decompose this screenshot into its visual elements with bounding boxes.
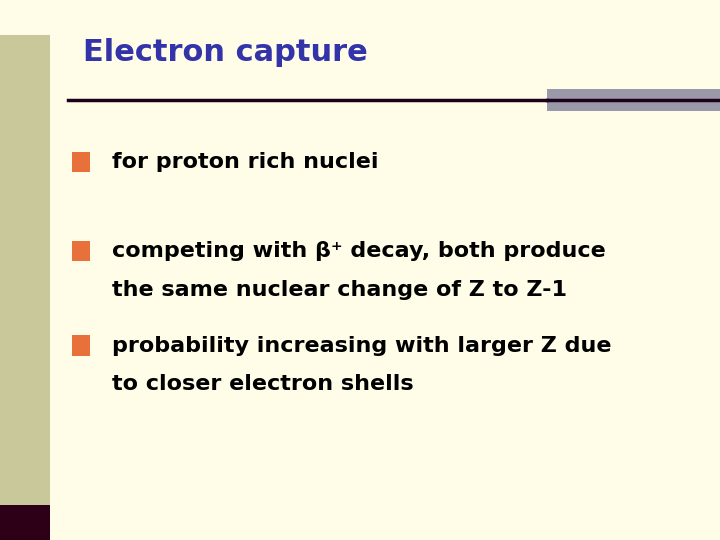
Bar bbox=[72, 335, 90, 356]
Bar bbox=[72, 152, 90, 172]
Bar bbox=[547, 89, 720, 111]
Bar bbox=[0, 505, 50, 540]
Bar bbox=[0, 35, 50, 505]
Text: Electron capture: Electron capture bbox=[83, 38, 367, 67]
Text: for proton rich nuclei: for proton rich nuclei bbox=[112, 152, 378, 172]
Text: probability increasing with larger Z due: probability increasing with larger Z due bbox=[112, 335, 611, 356]
Bar bbox=[72, 241, 90, 261]
Text: to closer electron shells: to closer electron shells bbox=[112, 374, 413, 395]
Text: competing with β⁺ decay, both produce: competing with β⁺ decay, both produce bbox=[112, 241, 606, 261]
Text: the same nuclear change of Z to Z-1: the same nuclear change of Z to Z-1 bbox=[112, 280, 567, 300]
